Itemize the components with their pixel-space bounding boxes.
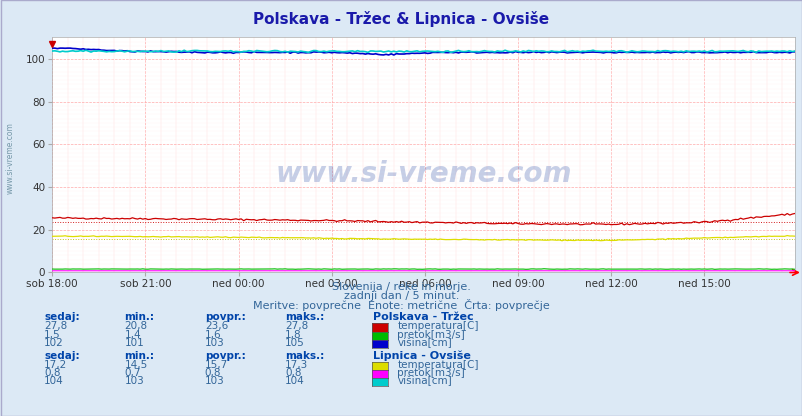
- Text: sedaj:: sedaj:: [44, 312, 79, 322]
- Text: 101: 101: [124, 338, 144, 348]
- Text: višina[cm]: višina[cm]: [397, 338, 452, 348]
- Text: www.si-vreme.com: www.si-vreme.com: [275, 160, 571, 188]
- Text: maks.:: maks.:: [285, 351, 324, 361]
- Text: 14,5: 14,5: [124, 360, 148, 370]
- Text: 23,6: 23,6: [205, 322, 228, 332]
- Text: pretok[m3/s]: pretok[m3/s]: [397, 368, 464, 378]
- Text: 103: 103: [205, 376, 225, 386]
- Text: 20,8: 20,8: [124, 322, 148, 332]
- Text: višina[cm]: višina[cm]: [397, 376, 452, 386]
- Text: 17,3: 17,3: [285, 360, 308, 370]
- Text: 17,2: 17,2: [44, 360, 67, 370]
- Text: 105: 105: [285, 338, 305, 348]
- Text: 1,4: 1,4: [124, 330, 141, 340]
- Text: temperatura[C]: temperatura[C]: [397, 360, 478, 370]
- Text: povpr.:: povpr.:: [205, 312, 245, 322]
- Text: 0,8: 0,8: [205, 368, 221, 378]
- Text: 27,8: 27,8: [285, 322, 308, 332]
- Text: 104: 104: [44, 376, 64, 386]
- Text: 103: 103: [124, 376, 144, 386]
- Text: 0,7: 0,7: [124, 368, 141, 378]
- Text: 0,8: 0,8: [44, 368, 61, 378]
- Text: zadnji dan / 5 minut.: zadnji dan / 5 minut.: [343, 291, 459, 301]
- Text: 15,7: 15,7: [205, 360, 228, 370]
- Text: www.si-vreme.com: www.si-vreme.com: [6, 122, 15, 194]
- Text: pretok[m3/s]: pretok[m3/s]: [397, 330, 464, 340]
- Text: Polskava - Tržec: Polskava - Tržec: [373, 312, 473, 322]
- Text: Slovenija / reke in morje.: Slovenija / reke in morje.: [332, 282, 470, 292]
- Text: Polskava - Tržec & Lipnica - Ovsiše: Polskava - Tržec & Lipnica - Ovsiše: [253, 11, 549, 27]
- Text: 103: 103: [205, 338, 225, 348]
- Text: 1,6: 1,6: [205, 330, 221, 340]
- Text: 0,8: 0,8: [285, 368, 302, 378]
- Text: 1,5: 1,5: [44, 330, 61, 340]
- Text: povpr.:: povpr.:: [205, 351, 245, 361]
- Text: temperatura[C]: temperatura[C]: [397, 322, 478, 332]
- Text: sedaj:: sedaj:: [44, 351, 79, 361]
- Text: maks.:: maks.:: [285, 312, 324, 322]
- Text: 104: 104: [285, 376, 305, 386]
- Text: 27,8: 27,8: [44, 322, 67, 332]
- Text: min.:: min.:: [124, 351, 154, 361]
- Text: 102: 102: [44, 338, 64, 348]
- Text: Meritve: povprečne  Enote: metrične  Črta: povprečje: Meritve: povprečne Enote: metrične Črta:…: [253, 299, 549, 310]
- Text: Lipnica - Ovsiše: Lipnica - Ovsiše: [373, 350, 471, 361]
- Text: 1,8: 1,8: [285, 330, 302, 340]
- Text: min.:: min.:: [124, 312, 154, 322]
